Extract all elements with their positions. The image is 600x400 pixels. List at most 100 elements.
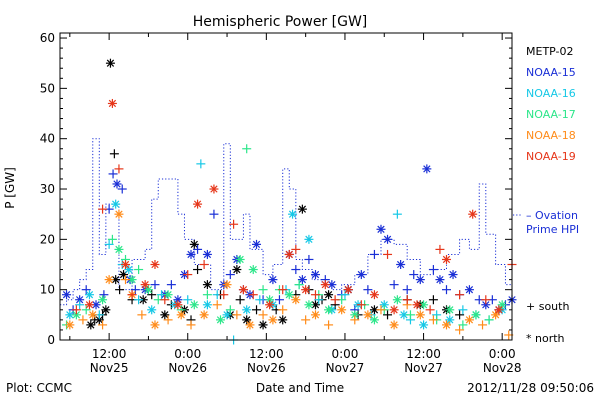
marker-noaa-19-24 xyxy=(310,290,320,300)
marker-noaa-18-0 xyxy=(65,320,75,330)
x-tick-time-0: 12:00 xyxy=(92,347,127,361)
marker-noaa-18-31 xyxy=(415,310,425,320)
marker-noaa-17-1 xyxy=(71,310,81,320)
marker-noaa-17-18 xyxy=(242,144,252,154)
marker-noaa-19-14 xyxy=(209,184,219,194)
marker-noaa-16-36 xyxy=(445,315,455,325)
marker-noaa-15-51 xyxy=(422,164,432,174)
x-tick-time-5: 0:00 xyxy=(489,347,516,361)
marker-noaa-17-27 xyxy=(324,305,334,315)
x-tick-date-0: Nov25 xyxy=(90,361,129,375)
marker-noaa-15-44 xyxy=(376,224,386,234)
marker-noaa-15-8 xyxy=(112,179,122,189)
marker-noaa-19-15 xyxy=(219,290,229,300)
marker-noaa-16-22 xyxy=(288,209,298,219)
marker-noaa-19-23 xyxy=(301,285,311,295)
chart-title: Hemispheric Power [GW] xyxy=(193,14,368,30)
marker-noaa-16-16 xyxy=(222,310,232,320)
marker-noaa-17-3 xyxy=(98,295,108,305)
marker-noaa-19-5 xyxy=(121,260,131,270)
marker-noaa-18-16 xyxy=(232,310,242,320)
marker-noaa-17-16 xyxy=(225,305,235,315)
marker-noaa-18-26 xyxy=(350,315,360,325)
marker-noaa-19-10 xyxy=(173,300,183,310)
y-tick-label-0: 0 xyxy=(47,333,55,347)
marker-noaa-15-47 xyxy=(396,260,406,270)
marker-noaa-18-35 xyxy=(464,315,474,325)
legend-noaa-15: NOAA-15 xyxy=(526,66,576,79)
marker-noaa-16-13 xyxy=(196,159,206,169)
x-tick-date-2: Nov26 xyxy=(247,361,286,375)
y-tick-label-30: 30 xyxy=(40,182,55,196)
marker-noaa-18-22 xyxy=(301,315,311,325)
legend-hpi-0: – Ovation xyxy=(526,209,578,222)
marker-noaa-18-25 xyxy=(337,305,347,315)
marker-noaa-15-45 xyxy=(383,234,393,244)
marker-noaa-16-7 xyxy=(124,265,134,275)
marker-noaa-19-26 xyxy=(330,295,340,305)
marker-noaa-19-4 xyxy=(114,164,124,174)
marker-noaa-17-11 xyxy=(163,290,173,300)
y-tick-label-40: 40 xyxy=(40,132,55,146)
marker-metp-02-4 xyxy=(101,305,111,315)
marker-metp-02-28 xyxy=(278,315,288,325)
marker-noaa-19-7 xyxy=(140,280,150,290)
marker-noaa-19-40 xyxy=(494,305,504,315)
marker-noaa-17-34 xyxy=(405,310,415,320)
marker-noaa-19-37 xyxy=(455,290,465,300)
marker-noaa-15-9 xyxy=(117,184,127,194)
marker-noaa-18-1 xyxy=(78,315,88,325)
marker-noaa-15-52 xyxy=(428,265,438,275)
marker-noaa-15-33 xyxy=(297,275,307,285)
marker-noaa-15-11 xyxy=(130,285,140,295)
marker-noaa-17-20 xyxy=(258,285,268,295)
footer-plot-credit: Plot: CCMC xyxy=(6,381,72,395)
marker-noaa-15-19 xyxy=(193,244,203,254)
marker-noaa-19-11 xyxy=(183,270,193,280)
marker-metp-02-34 xyxy=(324,290,334,300)
marker-metp-02-24 xyxy=(242,315,252,325)
marker-metp-02-44 xyxy=(455,310,465,320)
marker-noaa-15-42 xyxy=(363,285,373,295)
legend-north: * north xyxy=(526,332,565,345)
marker-noaa-19-36 xyxy=(441,254,451,264)
marker-noaa-19-20 xyxy=(278,285,288,295)
marker-noaa-18-3 xyxy=(98,320,108,330)
marker-noaa-18-9 xyxy=(150,320,160,330)
marker-noaa-19-2 xyxy=(98,204,108,214)
marker-noaa-19-17 xyxy=(238,285,248,295)
marker-noaa-18-36 xyxy=(478,320,488,330)
marker-noaa-15-30 xyxy=(274,295,284,305)
x-tick-time-2: 12:00 xyxy=(249,347,284,361)
marker-noaa-18-18 xyxy=(258,310,268,320)
marker-noaa-19-8 xyxy=(150,260,160,270)
marker-noaa-17-38 xyxy=(458,320,468,330)
marker-noaa-19-21 xyxy=(284,249,294,259)
x-tick-time-3: 0:00 xyxy=(331,347,358,361)
marker-noaa-17-25 xyxy=(304,300,314,310)
marker-noaa-18-17 xyxy=(245,320,255,330)
marker-noaa-19-16 xyxy=(229,219,239,229)
marker-noaa-18-21 xyxy=(291,295,301,305)
marker-noaa-19-25 xyxy=(320,280,330,290)
legend-hpi-1: Prime HPI xyxy=(526,223,579,236)
marker-noaa-18-29 xyxy=(389,320,399,330)
marker-metp-02-23 xyxy=(235,295,245,305)
marker-noaa-18-8 xyxy=(137,310,147,320)
marker-noaa-19-22 xyxy=(291,244,301,254)
legend-metp-02: METP-02 xyxy=(526,45,574,58)
marker-noaa-15-18 xyxy=(186,249,196,259)
marker-metp-02-17 xyxy=(189,239,199,249)
marker-noaa-18-20 xyxy=(278,305,288,315)
marker-noaa-17-31 xyxy=(369,315,379,325)
marker-noaa-17-15 xyxy=(215,315,225,325)
legend-noaa-16: NOAA-16 xyxy=(526,87,576,100)
marker-noaa-16-9 xyxy=(147,305,157,315)
marker-noaa-19-27 xyxy=(343,285,353,295)
marker-metp-02-18 xyxy=(193,265,203,275)
marker-noaa-17-37 xyxy=(445,305,455,315)
marker-metp-02-25 xyxy=(252,305,262,315)
marker-noaa-15-27 xyxy=(252,239,262,249)
marker-noaa-17-8 xyxy=(134,265,144,275)
marker-noaa-19-19 xyxy=(265,300,275,310)
